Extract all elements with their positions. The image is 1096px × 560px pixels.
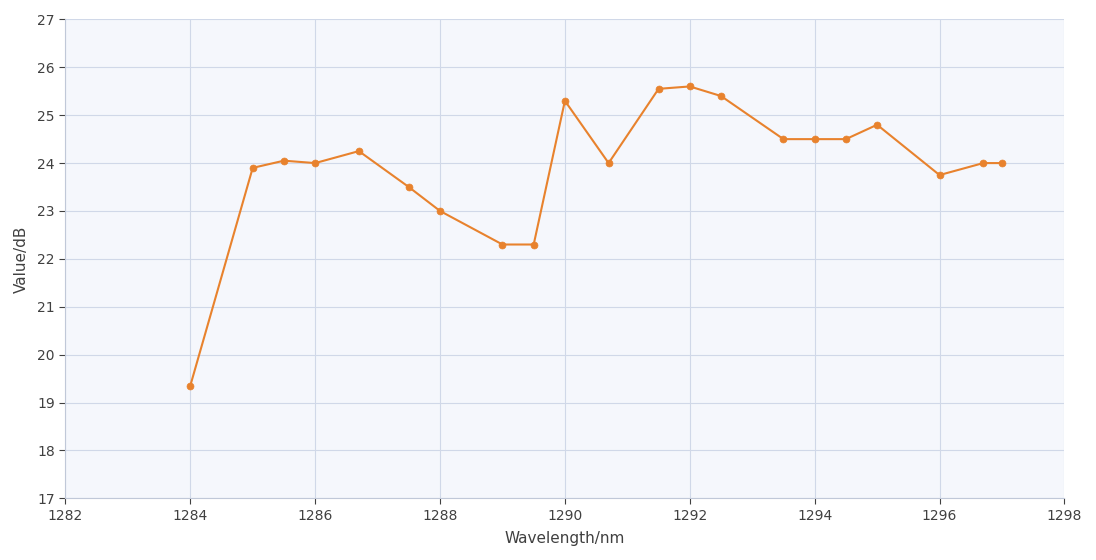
X-axis label: Wavelength/nm: Wavelength/nm (505, 531, 625, 546)
Y-axis label: Value/dB: Value/dB (14, 225, 28, 292)
